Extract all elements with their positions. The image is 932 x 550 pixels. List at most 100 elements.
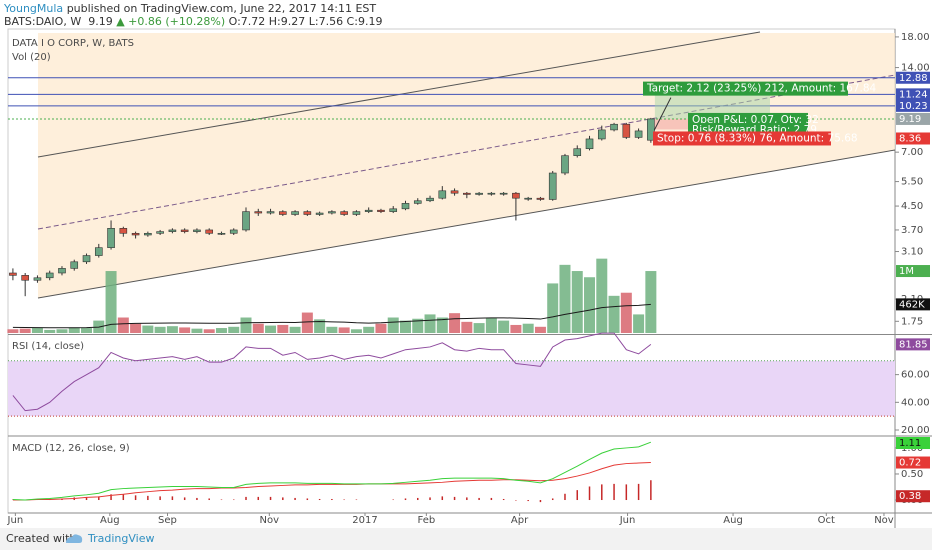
candle-body (438, 190, 447, 199)
volume-bar (7, 329, 19, 333)
candle-body (561, 155, 569, 174)
candle-body (229, 229, 238, 234)
position-text: Target: 2.12 (23.25%) 212, Amount: 167.8… (646, 83, 877, 95)
volume-bar (424, 314, 436, 333)
volume-bar (154, 326, 166, 333)
macd-label-box (896, 437, 930, 449)
candle-body (131, 232, 140, 236)
candle-body (217, 232, 226, 235)
y-tick-label: 7.00 (901, 147, 923, 158)
volume-bar (44, 329, 56, 333)
candle-body (622, 123, 631, 138)
pane-title: MACD (12, 26, close, 9) (12, 443, 130, 454)
volume-bar (620, 292, 632, 333)
y-tick-label: 3.70 (901, 225, 923, 236)
volume-bar (596, 258, 608, 333)
candle-body (21, 275, 29, 281)
publish-line: YoungMula published on TradingView.com, … (4, 2, 376, 15)
y-tick-label: 3.10 (901, 247, 923, 258)
last-price-box (896, 112, 930, 125)
x-tick-label: Jun (7, 515, 24, 526)
pane-title: RSI (14, close) (12, 341, 84, 352)
volume-bar (571, 271, 583, 333)
pane-title: Vol (20) (12, 52, 51, 63)
volume-bar (584, 277, 596, 333)
volume-bar (522, 323, 534, 333)
y-tick-label: 4.50 (901, 201, 923, 212)
candle-body (364, 209, 373, 212)
x-tick-label: Nov (260, 515, 280, 526)
candle-body (9, 272, 17, 276)
volume-bar (265, 325, 277, 333)
y-tick-label: 60.00 (901, 370, 930, 381)
h-line-label-box (896, 99, 930, 112)
volume-bar (179, 327, 191, 333)
h-line-label: 11.24 (899, 89, 928, 100)
histogram-label-box (896, 490, 930, 503)
volume-bar (301, 312, 313, 333)
volume-bar (412, 318, 424, 333)
volume-bar (117, 317, 129, 333)
candle-body (119, 228, 128, 234)
volume-bar (338, 327, 350, 333)
position-box (643, 81, 848, 96)
candle-body (156, 231, 164, 234)
volume-bar (375, 323, 387, 333)
x-tick-label: Sep (158, 515, 177, 526)
candle-body (328, 211, 336, 214)
brand[interactable]: TradingView (88, 532, 155, 545)
h-line-label: 12.88 (899, 73, 928, 84)
x-tick-label: 2017 (352, 515, 377, 526)
volume-bar (350, 329, 362, 333)
volume-bar (277, 324, 289, 333)
volume-bar (68, 327, 80, 333)
volume-bar (559, 264, 571, 333)
candle-body (463, 192, 471, 195)
y-tick-label: 1.75 (901, 316, 923, 327)
footer: Created with TradingView (0, 528, 932, 550)
volume-ma (12, 303, 651, 329)
h-line-label-box (896, 88, 930, 101)
volume-bar (449, 313, 461, 333)
logo (66, 534, 83, 543)
candle-body (168, 229, 177, 232)
panes: 18.0014.007.005.504.503.703.102.101.7512… (7, 32, 930, 526)
author[interactable]: YoungMula (4, 2, 64, 15)
volume-bar (203, 329, 215, 333)
x-tick-label: Jun (619, 515, 636, 526)
volume-bar (191, 328, 203, 333)
histogram-label: 0.38 (899, 491, 921, 502)
volume-bar (215, 328, 227, 333)
volume-bar (387, 317, 399, 333)
volume-bar (461, 321, 473, 333)
volume-bar (399, 320, 411, 333)
candle-body (377, 209, 385, 212)
volume-bar (142, 325, 154, 333)
x-tick-label: Aug (100, 515, 120, 526)
volume-bar (534, 326, 546, 333)
candle-body (413, 200, 422, 204)
position-box (653, 131, 831, 146)
volume-bar (314, 319, 326, 333)
signal-label-box (896, 456, 930, 469)
candle-body (597, 129, 606, 140)
volume-bar (252, 323, 264, 333)
price-marker-box (896, 132, 930, 145)
published: published on TradingView.com, June 22, 2… (66, 2, 377, 15)
header: YoungMula published on TradingView.com, … (0, 0, 932, 28)
volume-bar (645, 271, 657, 333)
candle-body (401, 203, 410, 210)
pane-title: DATA I O CORP, W, BATS (12, 38, 134, 49)
volume-ma-label: 462K (899, 299, 925, 310)
candle-body (426, 197, 434, 202)
macd-label: 1.11 (899, 438, 921, 449)
candle-body (647, 118, 655, 141)
rsi-label: 81.85 (899, 339, 928, 350)
candle-body (315, 212, 324, 215)
candle-body (389, 208, 398, 212)
volume-bar (289, 326, 301, 333)
y-tick-label: 20.00 (901, 425, 930, 436)
candle-body (573, 148, 582, 156)
candle-body (254, 211, 263, 214)
x-tick-label: Feb (417, 515, 435, 526)
